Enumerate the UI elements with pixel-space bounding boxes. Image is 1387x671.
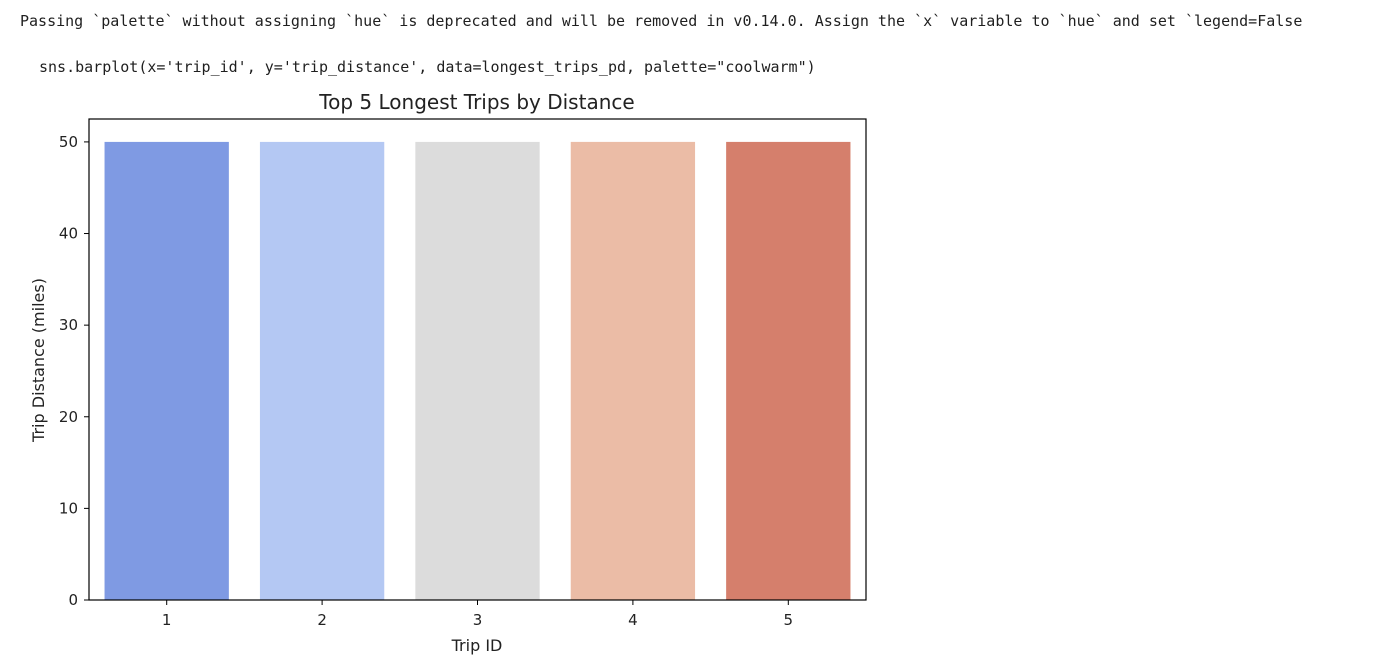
y-axis: 0 10 20 30 40 50 [59,133,89,609]
y-tick-label: 20 [59,408,78,426]
bar-chart: Top 5 Longest Trips by Distance 0 10 20 30 4… [29,90,867,655]
bar-3 [415,141,540,600]
x-axis-label: Trip ID [451,636,503,655]
y-tick-label: 0 [68,591,78,609]
y-tick-label: 30 [59,316,78,334]
chart-title: Top 5 Longest Trips by Distance [318,90,634,114]
x-tick-label: 3 [473,611,483,629]
y-tick-label: 50 [59,133,78,151]
x-tick-label: 2 [317,611,327,629]
bar-1 [104,141,229,600]
x-axis: 1 2 3 4 5 [162,600,793,629]
bar-2 [259,141,385,600]
bar-4 [570,141,696,600]
bar-5 [726,141,851,600]
y-axis-label: Trip Distance (miles) [29,278,48,443]
x-tick-label: 4 [628,611,638,629]
y-tick-label: 10 [59,499,78,517]
y-tick-label: 40 [59,225,78,243]
deprecation-warning: Passing `palette` without assigning `hue… [20,12,1303,30]
code-output-line: sns.barplot(x='trip_id', y='trip_distanc… [39,58,816,76]
x-tick-label: 5 [784,611,794,629]
bars-group [104,141,851,600]
x-tick-label: 1 [162,611,172,629]
